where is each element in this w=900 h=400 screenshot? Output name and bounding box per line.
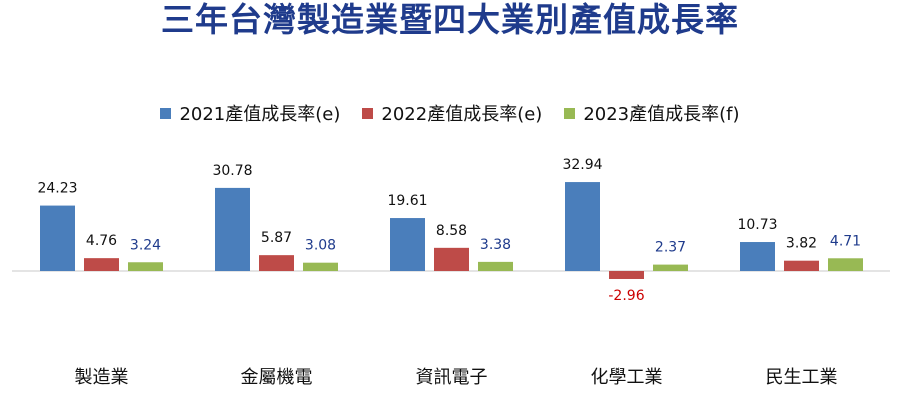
bar-4-0 [740,242,775,271]
bar-1-2 [303,262,338,271]
data-label-4-2: 4.71 [830,233,861,249]
data-label-2-2: 3.38 [480,237,511,253]
legend-item-2022: 2022產值成長率(e) [362,100,542,126]
legend-label-2021: 2021產值成長率(e) [179,104,341,125]
legend-item-2023: 2023產值成長率(f) [564,100,740,126]
bar-2-1 [434,247,469,271]
bar-0-2 [128,262,163,271]
data-label-4-0: 10.73 [737,217,777,233]
chart-title: 三年台灣製造業暨四大業別產值成長率 [161,0,739,39]
data-label-1-0: 30.78 [212,163,252,179]
bar-4-1 [784,260,819,271]
data-label-0-0: 24.23 [37,181,77,197]
category-label-4: 民生工業 [766,367,838,388]
category-label-3: 化學工業 [591,367,663,388]
bar-4-2 [828,258,863,271]
category-label-0: 製造業 [75,367,129,388]
bar-0-1 [84,258,119,271]
legend-swatch-2021 [160,107,172,119]
bar-3-2 [653,264,688,271]
bar-3-1 [609,271,644,279]
legend-swatch-2022 [362,107,374,119]
data-label-2-0: 19.61 [387,193,427,209]
data-label-2-1: 8.58 [436,223,467,239]
legend-swatch-2023 [564,107,576,119]
bar-1-0 [215,187,250,271]
legend-item-2021: 2021產值成長率(e) [160,100,340,126]
bar-3-0 [565,182,600,271]
bar-2-2 [478,261,513,271]
bar-0-0 [40,205,75,271]
data-label-3-1: -2.96 [608,288,644,304]
category-label-2: 資訊電子 [416,367,488,388]
data-label-0-1: 4.76 [86,233,117,249]
legend-label-2023: 2023產值成長率(f) [583,104,740,125]
data-label-3-2: 2.37 [655,240,686,256]
legend-label-2022: 2022產值成長率(e) [381,104,543,125]
data-label-0-2: 3.24 [130,237,161,253]
data-label-1-2: 3.08 [305,238,336,254]
data-label-3-0: 32.94 [562,157,602,173]
category-label-1: 金屬機電 [241,367,313,388]
data-label-1-1: 5.87 [261,230,292,246]
bar-2-0 [390,218,425,271]
bar-1-1 [259,255,294,271]
chart-legend: 2021產值成長率(e) 2022產值成長率(e) 2023產值成長率(f) [0,100,900,126]
data-label-4-1: 3.82 [786,236,817,252]
